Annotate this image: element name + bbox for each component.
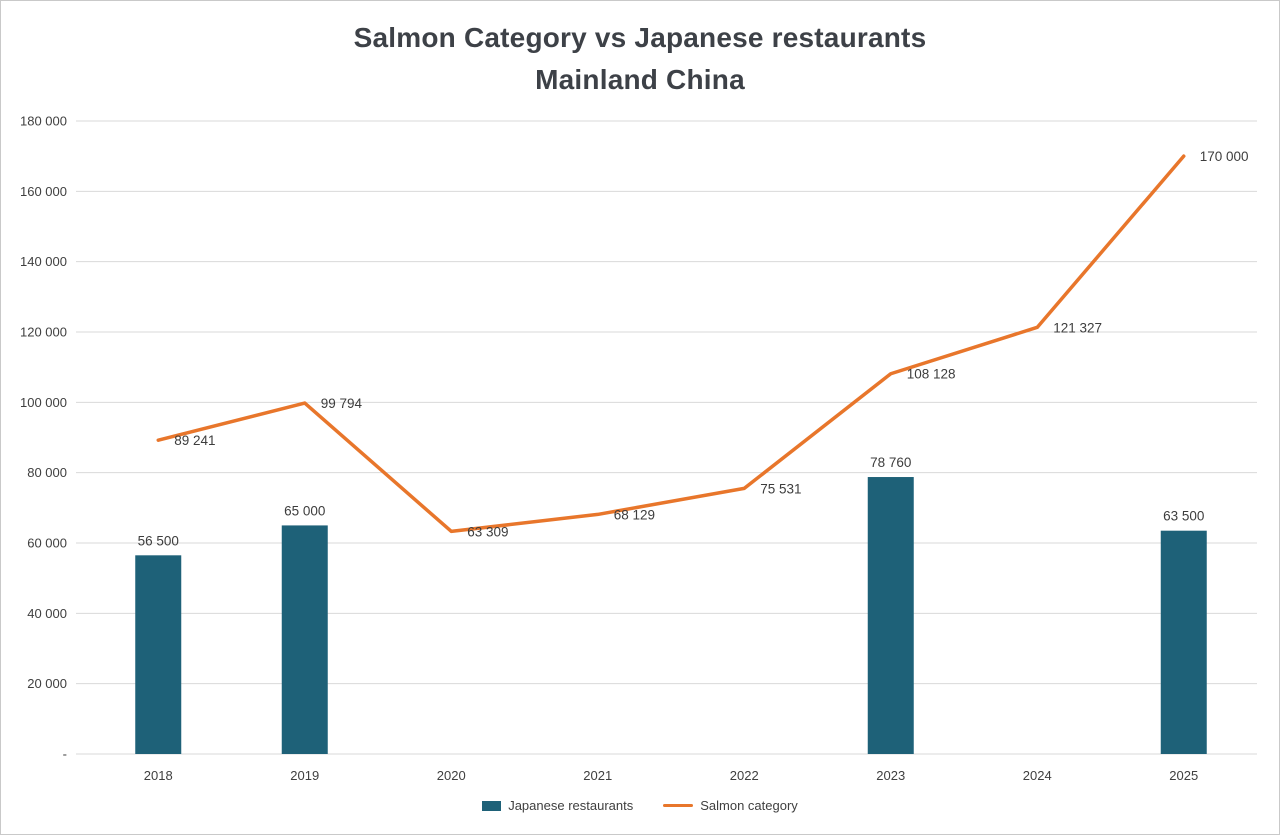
x-axis-tick-label: 2018 [144, 768, 173, 783]
y-axis-tick-label: 120 000 [20, 325, 67, 340]
line-data-label: 63 309 [467, 524, 508, 539]
line-data-label: 99 794 [321, 396, 363, 411]
line-data-label: 68 129 [614, 507, 655, 522]
bar-data-label: 56 500 [138, 533, 179, 548]
y-axis-tick-label: 140 000 [20, 254, 67, 269]
legend: Japanese restaurants Salmon category [1, 798, 1279, 813]
y-axis-tick-label: 60 000 [27, 536, 67, 551]
x-axis-tick-label: 2023 [876, 768, 905, 783]
line-data-label: 108 128 [907, 367, 956, 382]
chart-title-line1: Salmon Category vs Japanese restaurants [353, 22, 927, 53]
bar-japanese-restaurants [867, 477, 914, 754]
line-data-label: 89 241 [174, 433, 215, 448]
bar-data-label: 65 000 [284, 503, 325, 518]
x-axis-tick-label: 2020 [437, 768, 466, 783]
line-data-label: 121 327 [1053, 320, 1102, 335]
y-axis-tick-label: 160 000 [20, 184, 67, 199]
line-salmon-category [156, 154, 1186, 534]
legend-label-japanese-restaurants: Japanese restaurants [508, 798, 634, 813]
legend-label-salmon-category: Salmon category [700, 798, 798, 813]
chart-title: Salmon Category vs Japanese restaurants … [1, 17, 1279, 101]
x-axis-tick-label: 2019 [290, 768, 319, 783]
x-axis-tick-label: 2024 [1023, 768, 1052, 783]
bar-japanese-restaurants [135, 555, 182, 754]
line-data-label: 170 000 [1200, 149, 1249, 164]
x-axis-tick-label: 2025 [1169, 768, 1198, 783]
y-axis-tick-label: 180 000 [20, 114, 67, 129]
y-axis-tick-label: 40 000 [27, 606, 67, 621]
y-axis-tick-label: - [63, 747, 67, 762]
bar-data-label: 63 500 [1163, 509, 1204, 524]
line-data-label: 75 531 [760, 481, 801, 496]
x-axis-tick-label: 2021 [583, 768, 612, 783]
bar-data-label: 78 760 [870, 455, 911, 470]
y-axis-tick-label: 100 000 [20, 395, 67, 410]
legend-item-japanese-restaurants: Japanese restaurants [482, 798, 633, 813]
y-axis-tick-label: 20 000 [27, 676, 67, 691]
line-swatch-icon [663, 804, 694, 807]
bar-japanese-restaurants [281, 525, 328, 754]
x-axis-tick-label: 2022 [730, 768, 759, 783]
y-axis-tick-label: 80 000 [27, 465, 67, 480]
bar-swatch-icon [482, 800, 502, 811]
chart-title-line2: Mainland China [535, 64, 745, 95]
bar-japanese-restaurants [1160, 530, 1207, 754]
legend-item-salmon-category: Salmon category [663, 798, 798, 813]
